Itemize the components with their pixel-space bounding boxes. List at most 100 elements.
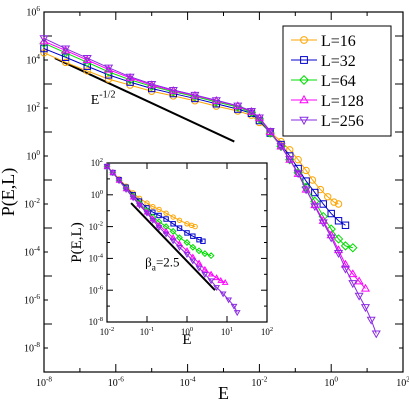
- inset-data-point: [201, 265, 209, 272]
- inset-data-point: [184, 230, 190, 236]
- inset-data-point: [122, 185, 130, 192]
- legend-item: L=32: [291, 53, 356, 70]
- inset-data-point: [109, 170, 117, 177]
- main-data-point: [326, 234, 336, 243]
- inset-data-point: [200, 238, 206, 244]
- main-data-point: [39, 36, 49, 45]
- inset-y-tick-label: 102: [91, 157, 103, 168]
- inset-data-point: [150, 203, 156, 210]
- main-data-point: [360, 304, 371, 313]
- inset-data-point: [115, 178, 123, 185]
- main-y-tick-label: 10-6: [24, 293, 40, 307]
- inset-data-point: [195, 247, 203, 255]
- inset-data-point: [189, 258, 197, 265]
- inset-series-line: [106, 166, 238, 313]
- inset-data-point: [233, 310, 241, 317]
- inset-data-point: [163, 210, 169, 216]
- main-data-point: [126, 78, 134, 86]
- inset-data-point: [221, 278, 229, 285]
- inset-data-point: [162, 227, 170, 234]
- inset-y-axis-label: P(E,L): [69, 222, 85, 262]
- main-y-tick-label: 10-4: [24, 245, 40, 259]
- legend-label: L=16: [321, 33, 356, 50]
- main-data-point: [61, 45, 71, 54]
- main-data-point: [147, 80, 157, 89]
- inset-annotation: βa=2.5: [145, 255, 179, 274]
- inset-data-point: [217, 276, 225, 283]
- main-data-point: [333, 250, 344, 258]
- main-data-point: [233, 102, 243, 111]
- legend-marker: [299, 94, 309, 104]
- inset-x-axis-label: E: [182, 332, 191, 348]
- inset-data-point: [207, 252, 215, 260]
- inset-y-tick-label: 10-8: [89, 316, 103, 327]
- main-data-point: [83, 67, 91, 75]
- legend-label: L=32: [321, 53, 356, 70]
- inset-y-tick-label: 10-4: [89, 253, 104, 264]
- main-data-point: [301, 186, 311, 195]
- main-data-point: [246, 107, 256, 116]
- main-x-tick-label: 10-4: [180, 376, 196, 390]
- main-data-point: [330, 198, 338, 206]
- inset-data-point: [189, 243, 197, 251]
- inset-data-point: [207, 278, 215, 285]
- main-data-point: [40, 44, 48, 53]
- main-data-point: [340, 241, 351, 251]
- inset-data-point: [201, 272, 209, 278]
- main-data-point: [354, 292, 364, 301]
- main-x-tick-label: 10-2: [251, 376, 267, 390]
- main-data-point: [334, 217, 343, 225]
- inset-data-point: [196, 237, 202, 243]
- main-y-tick-label: 102: [26, 101, 40, 115]
- main-series-line: [43, 48, 346, 226]
- main-data-point: [311, 188, 319, 197]
- main-data-point: [301, 182, 311, 192]
- inset-data-point: [163, 216, 169, 222]
- main-data-point: [265, 127, 275, 136]
- inset-data-point: [230, 303, 238, 310]
- legend-marker: [299, 75, 309, 85]
- main-data-point: [40, 49, 48, 57]
- inset-data-point: [143, 210, 151, 217]
- inset-data-point: [103, 164, 111, 171]
- legend-label: L=128: [321, 93, 364, 110]
- inset-data-point: [169, 234, 177, 240]
- main-y-tick-label: 10-2: [24, 197, 40, 211]
- main-reference-line: [54, 57, 235, 143]
- inset-data-point: [207, 270, 215, 277]
- main-data-point: [327, 209, 335, 218]
- main-data-point: [348, 269, 358, 278]
- legend-item: L=64: [291, 73, 356, 90]
- main-x-tick-label: 10-8: [36, 376, 52, 390]
- inset-data-point: [176, 225, 183, 231]
- main-data-point: [190, 91, 200, 100]
- main-y-tick-label: 106: [26, 5, 40, 19]
- main-data-point: [294, 156, 302, 164]
- inset-data-point: [225, 297, 233, 304]
- legend-marker: [299, 116, 309, 126]
- inset-data-point: [184, 221, 190, 227]
- main-annotation: E-1/2: [91, 89, 116, 107]
- inset-series-line: [106, 166, 204, 242]
- main-y-tick-label: 10-8: [24, 341, 40, 355]
- inset-data-point: [156, 212, 162, 219]
- inset-data-point: [195, 265, 203, 272]
- inset-data-point: [129, 195, 137, 202]
- main-data-point: [360, 283, 371, 292]
- main-series-l-256: [39, 35, 381, 339]
- inset-data-point: [183, 252, 191, 258]
- inset-data-point: [149, 218, 157, 224]
- main-data-point: [318, 219, 328, 228]
- main-data-point: [293, 170, 303, 179]
- main-data-point: [265, 128, 275, 138]
- main-y-axis-label: P(E,L): [0, 168, 19, 217]
- main-data-point: [354, 276, 364, 285]
- inset-data-point: [155, 218, 163, 226]
- main-data-point: [348, 243, 358, 253]
- main-data-point: [39, 35, 49, 44]
- inset-x-tick-label: 101: [221, 326, 233, 337]
- main-data-point: [211, 97, 221, 106]
- main-data-point: [319, 200, 327, 208]
- inset-data-point: [156, 206, 162, 213]
- plot-inset: 10-2 10-1 100 101 102 10-8 10-6 10-4 10-2 100 102 β…: [69, 157, 273, 348]
